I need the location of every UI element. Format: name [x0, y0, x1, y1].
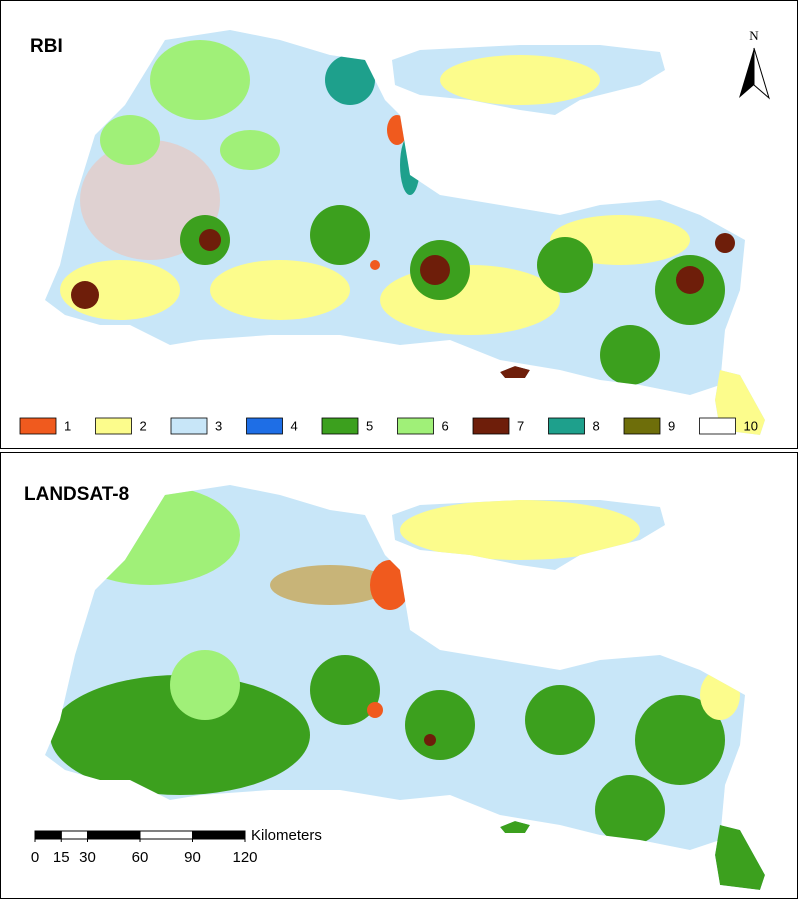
legend-label: 1	[64, 418, 71, 433]
legend-label: 5	[366, 418, 373, 433]
scale-label: 15	[53, 849, 70, 866]
legend-swatch	[170, 417, 208, 435]
legend-swatch	[699, 417, 736, 435]
legend-swatch	[548, 417, 585, 435]
scale-segment	[34, 830, 62, 840]
panel-title: RBI	[30, 36, 63, 57]
scale-label: 60	[132, 849, 149, 866]
legend-swatch	[19, 417, 57, 435]
legend-label: 4	[291, 418, 298, 433]
scale-segment	[192, 830, 246, 840]
legend-swatch	[321, 417, 359, 435]
scale-label: 90	[184, 849, 201, 866]
legend-swatch	[472, 417, 510, 435]
north-arrow: N	[739, 28, 770, 100]
legend-label: 7	[517, 418, 524, 433]
legend-swatch	[623, 417, 661, 435]
scale-label: 120	[232, 849, 257, 866]
scale-unit: Kilometers	[251, 827, 322, 844]
legend-label: 9	[668, 418, 675, 433]
panel-title: LANDSAT-8	[24, 484, 129, 505]
scale-label: 0	[31, 849, 39, 866]
scale-segment	[60, 830, 88, 840]
legend: 1 2 3 4 5 6 7 8 9 10	[19, 417, 758, 435]
scale-segment	[139, 830, 193, 840]
scale-segment	[87, 830, 141, 840]
scale-label: 30	[79, 849, 96, 866]
legend-label: 2	[140, 418, 147, 433]
legend-swatch	[95, 417, 132, 435]
legend-label: 6	[442, 418, 449, 433]
legend-swatch	[397, 417, 434, 435]
legend-label: 3	[215, 418, 222, 433]
scale-bar: 0 15 30 60 90 120 Kilometers	[31, 827, 322, 866]
legend-swatch	[246, 417, 283, 435]
legend-label: 8	[593, 418, 600, 433]
legend-label: 10	[744, 418, 758, 433]
north-label: N	[749, 28, 759, 43]
